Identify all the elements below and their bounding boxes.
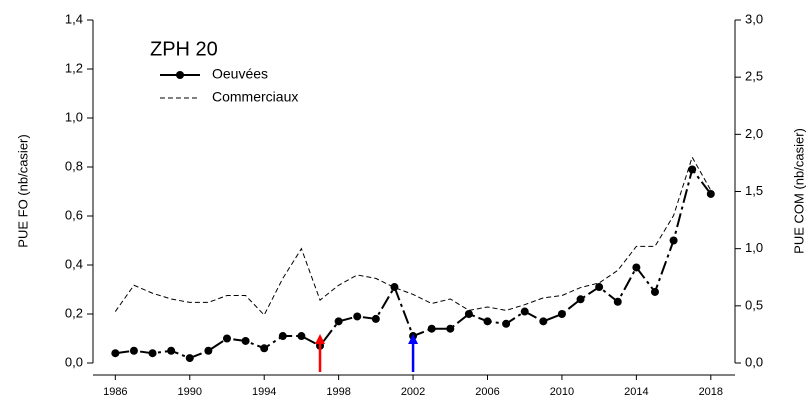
y2-tick-label: 3,0: [745, 11, 763, 26]
data-point: [520, 307, 529, 316]
x-tick-label: 2002: [401, 386, 425, 398]
data-point: [260, 344, 269, 353]
data-point: [613, 297, 622, 306]
data-point: [688, 165, 697, 174]
y2-axis-label: PUE COM (nb/casier): [791, 128, 806, 254]
series-line: [115, 167, 712, 360]
data-point: [706, 189, 715, 198]
x-tick-label: 1994: [252, 386, 276, 398]
x-tick-label: 2018: [699, 386, 723, 398]
data-point: [632, 263, 641, 272]
legend-marker: [176, 71, 184, 79]
data-point: [446, 324, 455, 333]
legend-label: Oeuvées: [212, 66, 268, 82]
data-point: [222, 334, 231, 343]
data-point: [502, 319, 511, 328]
y2-tick-label: 0,0: [745, 354, 763, 369]
data-point: [297, 332, 306, 341]
data-point: [371, 314, 380, 323]
data-point: [390, 283, 399, 292]
data-point: [185, 354, 194, 363]
series-line: [114, 155, 712, 316]
data-point: [111, 349, 120, 358]
data-point: [650, 287, 659, 296]
data-point: [464, 310, 473, 318]
chart-title: ZPH 20: [150, 38, 218, 60]
y-tick-label: 1,2: [65, 60, 83, 75]
data-point: [241, 336, 250, 345]
data-point: [278, 332, 287, 341]
data-point: [595, 283, 604, 292]
y-tick-label: 0,0: [65, 354, 83, 369]
data-point: [353, 312, 362, 321]
data-point: [539, 317, 548, 326]
legend-label: Commerciaux: [212, 89, 298, 105]
x-tick-label: 1998: [326, 386, 350, 398]
y2-tick-label: 0,5: [745, 297, 763, 312]
y-tick-label: 0,4: [65, 256, 83, 271]
x-tick-label: 2014: [624, 386, 648, 398]
y-tick-label: 0,8: [65, 158, 83, 173]
y2-tick-label: 2,5: [745, 69, 763, 84]
y2-tick-label: 2,0: [745, 126, 763, 141]
arrow-head: [315, 334, 326, 344]
data-point: [148, 349, 157, 358]
data-point: [204, 346, 213, 355]
data-point: [576, 295, 585, 304]
x-tick-label: 2010: [550, 386, 574, 398]
y-tick-label: 0,6: [65, 207, 83, 222]
y2-tick-label: 1,0: [745, 240, 763, 255]
arrow-head: [408, 334, 419, 344]
y2-tick-label: 1,5: [745, 183, 763, 198]
data-point: [129, 346, 138, 355]
data-point: [557, 310, 566, 318]
data-point: [427, 324, 436, 333]
x-tick-label: 1990: [178, 386, 202, 398]
y-tick-label: 1,4: [65, 11, 83, 26]
y-axis-label: PUE FO (nb/casier): [15, 134, 30, 247]
data-point: [483, 317, 492, 326]
data-point: [167, 346, 176, 355]
y-tick-label: 0,2: [65, 305, 83, 320]
data-point: [669, 236, 678, 245]
x-tick-label: 2006: [475, 386, 499, 398]
x-tick-label: 1986: [103, 386, 127, 398]
data-point: [334, 317, 343, 326]
y-tick-label: 1,0: [65, 109, 83, 124]
